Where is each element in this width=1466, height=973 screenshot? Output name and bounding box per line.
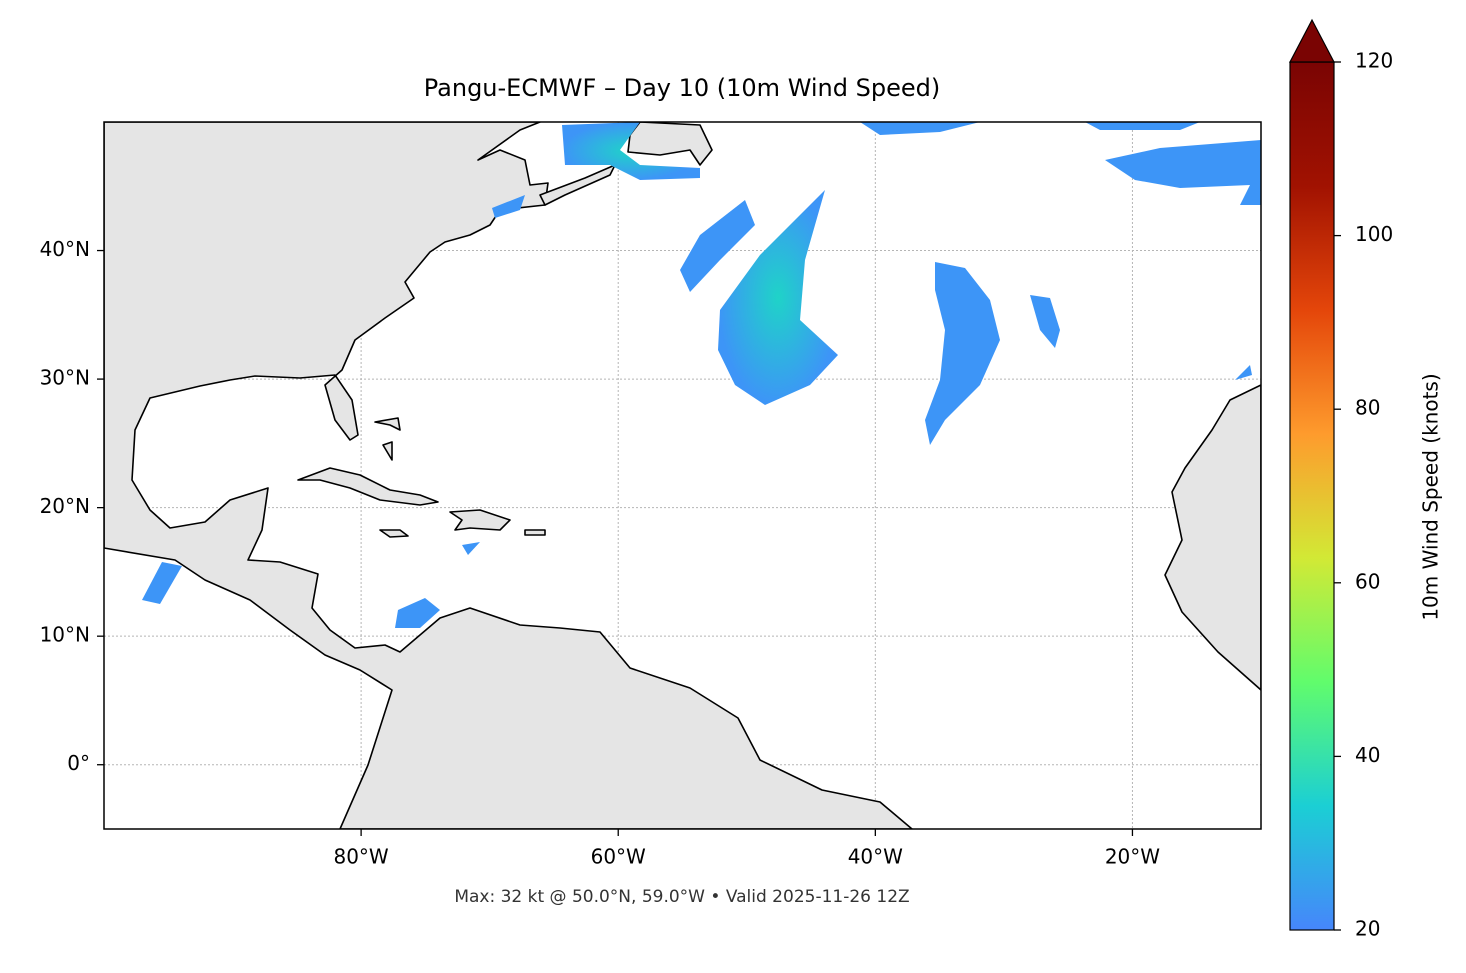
x-tick-label: 60°W [591, 845, 646, 869]
puerto-rico [524, 529, 546, 536]
y-tick-label: 40°N [40, 237, 90, 261]
colorbar-tick-label: 40 [1355, 743, 1380, 767]
colorbar-tick-label: 120 [1355, 49, 1393, 73]
jamaica [379, 529, 409, 538]
y-tick-label: 0° [67, 751, 90, 775]
bahamas [374, 417, 401, 461]
nova-scotia [539, 164, 616, 206]
colorbar-tick-label: 100 [1355, 222, 1393, 246]
chart-title: Pangu-ECMWF – Day 10 (10m Wind Speed) [424, 74, 940, 102]
colorbar-label: 10m Wind Speed (knots) [1419, 373, 1443, 620]
colorbar-tick-label: 80 [1355, 396, 1380, 420]
colorbar-scale [1289, 61, 1335, 931]
y-tick-label: 10°N [40, 623, 90, 647]
wind-field [142, 122, 1261, 628]
colorbar-tick-label: 60 [1355, 569, 1380, 593]
north-america [104, 122, 913, 829]
x-tick-label: 80°W [333, 845, 388, 869]
y-tick-label: 30°N [40, 366, 90, 390]
hispaniola [449, 509, 511, 531]
cuba [297, 467, 439, 506]
x-tick-label: 20°W [1105, 845, 1160, 869]
x-tick-label: 40°W [848, 845, 903, 869]
y-tick-label: 20°N [40, 494, 90, 518]
africa [1164, 384, 1261, 691]
map [104, 122, 1261, 829]
map-frame [103, 121, 1262, 830]
caption: Max: 32 kt @ 50.0°N, 59.0°W • Valid 2025… [454, 887, 909, 907]
colorbar-extend [1289, 18, 1335, 63]
colorbar: 10m Wind Speed (knots) 20 40 60 80 100 120 [1289, 18, 1443, 941]
colorbar-tick-label: 20 [1355, 917, 1380, 941]
newfoundland [627, 122, 713, 166]
